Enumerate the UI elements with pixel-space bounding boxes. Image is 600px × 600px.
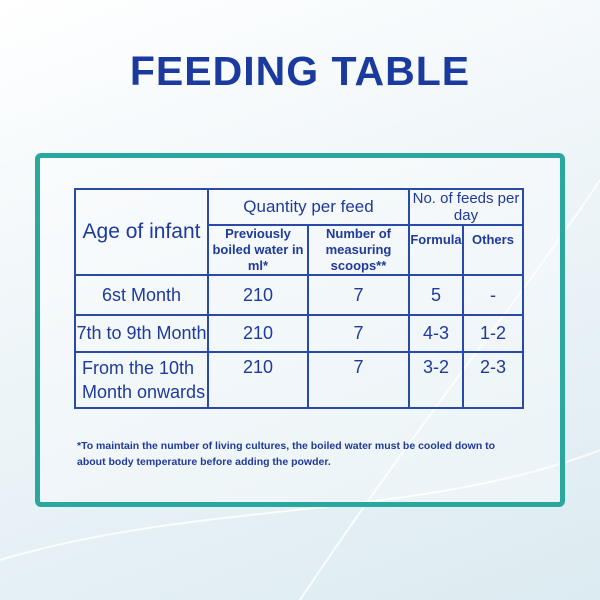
age-header: Age of infant: [74, 188, 209, 276]
age-cell: From the 10th Month onwards: [74, 351, 209, 409]
formula-cell: 4-3: [408, 314, 464, 353]
formula-cell: 5: [408, 274, 464, 316]
scoops-header: Number of measuring scoops**: [307, 224, 410, 276]
formula-header: Formula: [408, 224, 464, 276]
footnote: *To maintain the number of living cultur…: [77, 440, 496, 468]
background-swoosh: [0, 449, 600, 561]
others-cell: -: [462, 274, 524, 316]
formula-cell: 3-2: [408, 351, 464, 409]
table-row: 7th to 9th Month 210 7 4-3 1-2: [74, 314, 524, 353]
age-cell: 6st Month: [74, 274, 209, 316]
table-row: 6st Month 210 7 5 -: [74, 274, 524, 316]
others-cell: 1-2: [462, 314, 524, 353]
quantity-header: Quantity per feed: [207, 188, 410, 226]
page-title: FEEDING TABLE: [129, 48, 471, 94]
others-cell: 2-3: [462, 351, 524, 409]
water-header: Previously boiled water in ml*: [207, 224, 309, 276]
water-cell: 210: [207, 351, 309, 409]
scoops-cell: 7: [307, 314, 410, 353]
scoops-cell: 7: [307, 351, 410, 409]
feeding-table: Age of infant Quantity per feed No. of f…: [74, 188, 524, 409]
others-header: Others: [462, 224, 524, 276]
water-cell: 210: [207, 314, 309, 353]
water-cell: 210: [207, 274, 309, 316]
table-row: From the 10th Month onwards 210 7 3-2 2-…: [74, 351, 524, 409]
feeds-header: No. of feeds per day: [408, 188, 524, 226]
age-cell: 7th to 9th Month: [74, 314, 209, 353]
scoops-cell: 7: [307, 274, 410, 316]
